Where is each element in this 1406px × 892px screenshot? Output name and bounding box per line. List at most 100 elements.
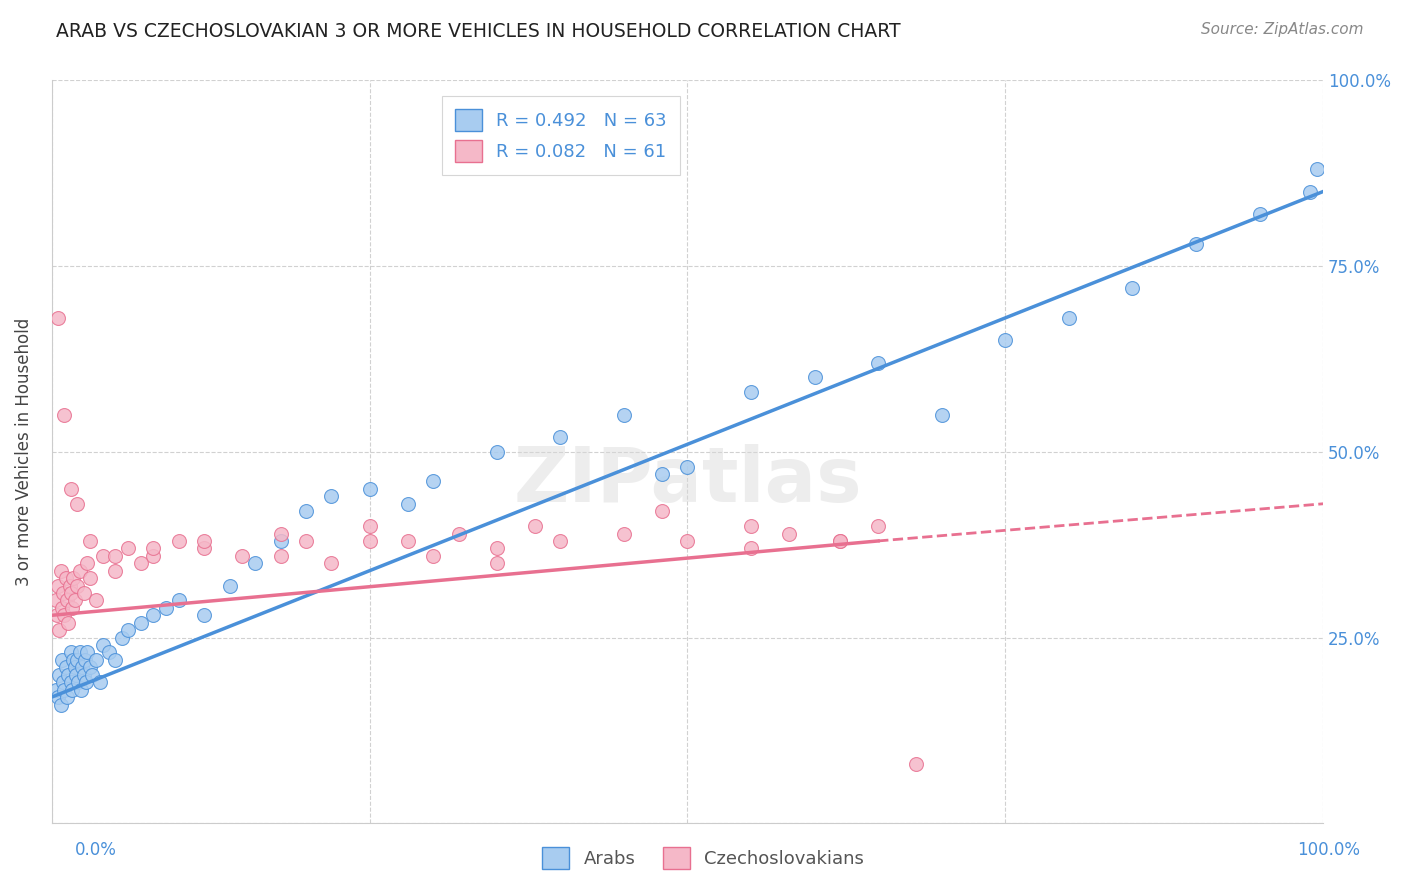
Point <box>359 482 381 496</box>
Point <box>55 571 77 585</box>
Point <box>868 519 890 533</box>
Point <box>1057 310 1080 325</box>
Point <box>485 556 508 570</box>
Point <box>62 571 84 585</box>
Point <box>56 593 79 607</box>
Point <box>778 526 800 541</box>
Point <box>129 615 152 630</box>
Point <box>117 623 139 637</box>
Point <box>53 408 76 422</box>
Point <box>69 645 91 659</box>
Point <box>613 408 636 422</box>
Point <box>82 667 104 681</box>
Point <box>79 533 101 548</box>
Point <box>905 757 928 772</box>
Point <box>104 564 127 578</box>
Point <box>51 600 73 615</box>
Point <box>89 675 111 690</box>
Y-axis label: 3 or more Vehicles in Household: 3 or more Vehicles in Household <box>15 318 32 586</box>
Point <box>231 549 253 563</box>
Point <box>49 698 72 712</box>
Point <box>931 408 953 422</box>
Point <box>45 608 67 623</box>
Point <box>129 556 152 570</box>
Point <box>76 645 98 659</box>
Text: 100.0%: 100.0% <box>1298 840 1360 858</box>
Point <box>270 549 292 563</box>
Point <box>422 549 444 563</box>
Point <box>142 608 165 623</box>
Point <box>1249 207 1271 221</box>
Point <box>91 549 114 563</box>
Point <box>193 608 215 623</box>
Point <box>62 653 84 667</box>
Point <box>46 310 69 325</box>
Point <box>59 675 82 690</box>
Point <box>550 430 572 444</box>
Point <box>63 593 86 607</box>
Point <box>396 497 419 511</box>
Point <box>46 690 69 704</box>
Point <box>167 533 190 548</box>
Point <box>295 533 318 548</box>
Point <box>66 578 89 592</box>
Point <box>72 660 94 674</box>
Text: Source: ZipAtlas.com: Source: ZipAtlas.com <box>1201 22 1364 37</box>
Point <box>295 504 318 518</box>
Point <box>422 475 444 489</box>
Point <box>60 682 83 697</box>
Point <box>72 667 94 681</box>
Point <box>1299 185 1322 199</box>
Point <box>321 489 343 503</box>
Point <box>676 533 699 548</box>
Text: ARAB VS CZECHOSLOVAKIAN 3 OR MORE VEHICLES IN HOUSEHOLD CORRELATION CHART: ARAB VS CZECHOSLOVAKIAN 3 OR MORE VEHICL… <box>56 22 901 41</box>
Point <box>651 467 673 481</box>
Point <box>447 526 470 541</box>
Point <box>76 556 98 570</box>
Point <box>396 533 419 548</box>
Point <box>243 556 266 570</box>
Point <box>828 533 851 548</box>
Point <box>91 638 114 652</box>
Point <box>155 600 177 615</box>
Point <box>45 593 67 607</box>
Point <box>550 533 572 548</box>
Point <box>65 667 87 681</box>
Point <box>104 653 127 667</box>
Point <box>84 653 107 667</box>
Point <box>803 370 825 384</box>
Legend: R = 0.492   N = 63, R = 0.082   N = 61: R = 0.492 N = 63, R = 0.082 N = 61 <box>443 96 679 175</box>
Point <box>613 526 636 541</box>
Point <box>59 482 82 496</box>
Point <box>72 586 94 600</box>
Point <box>167 593 190 607</box>
Point <box>52 586 75 600</box>
Text: 0.0%: 0.0% <box>75 840 117 858</box>
Point <box>70 682 93 697</box>
Point <box>79 660 101 674</box>
Point <box>994 333 1017 347</box>
Point <box>485 541 508 556</box>
Point <box>84 593 107 607</box>
Point <box>60 600 83 615</box>
Point <box>193 541 215 556</box>
Point <box>740 519 762 533</box>
Text: ZIPatlas: ZIPatlas <box>513 444 862 518</box>
Point <box>676 459 699 474</box>
Point <box>59 645 82 659</box>
Point <box>117 541 139 556</box>
Point <box>48 667 70 681</box>
Point <box>270 526 292 541</box>
Point <box>69 564 91 578</box>
Point <box>53 608 76 623</box>
Point <box>523 519 546 533</box>
Point <box>651 504 673 518</box>
Point <box>66 497 89 511</box>
Point <box>63 660 86 674</box>
Point <box>45 682 67 697</box>
Point <box>740 541 762 556</box>
Point <box>142 549 165 563</box>
Point <box>58 667 80 681</box>
Point <box>868 355 890 369</box>
Point <box>49 564 72 578</box>
